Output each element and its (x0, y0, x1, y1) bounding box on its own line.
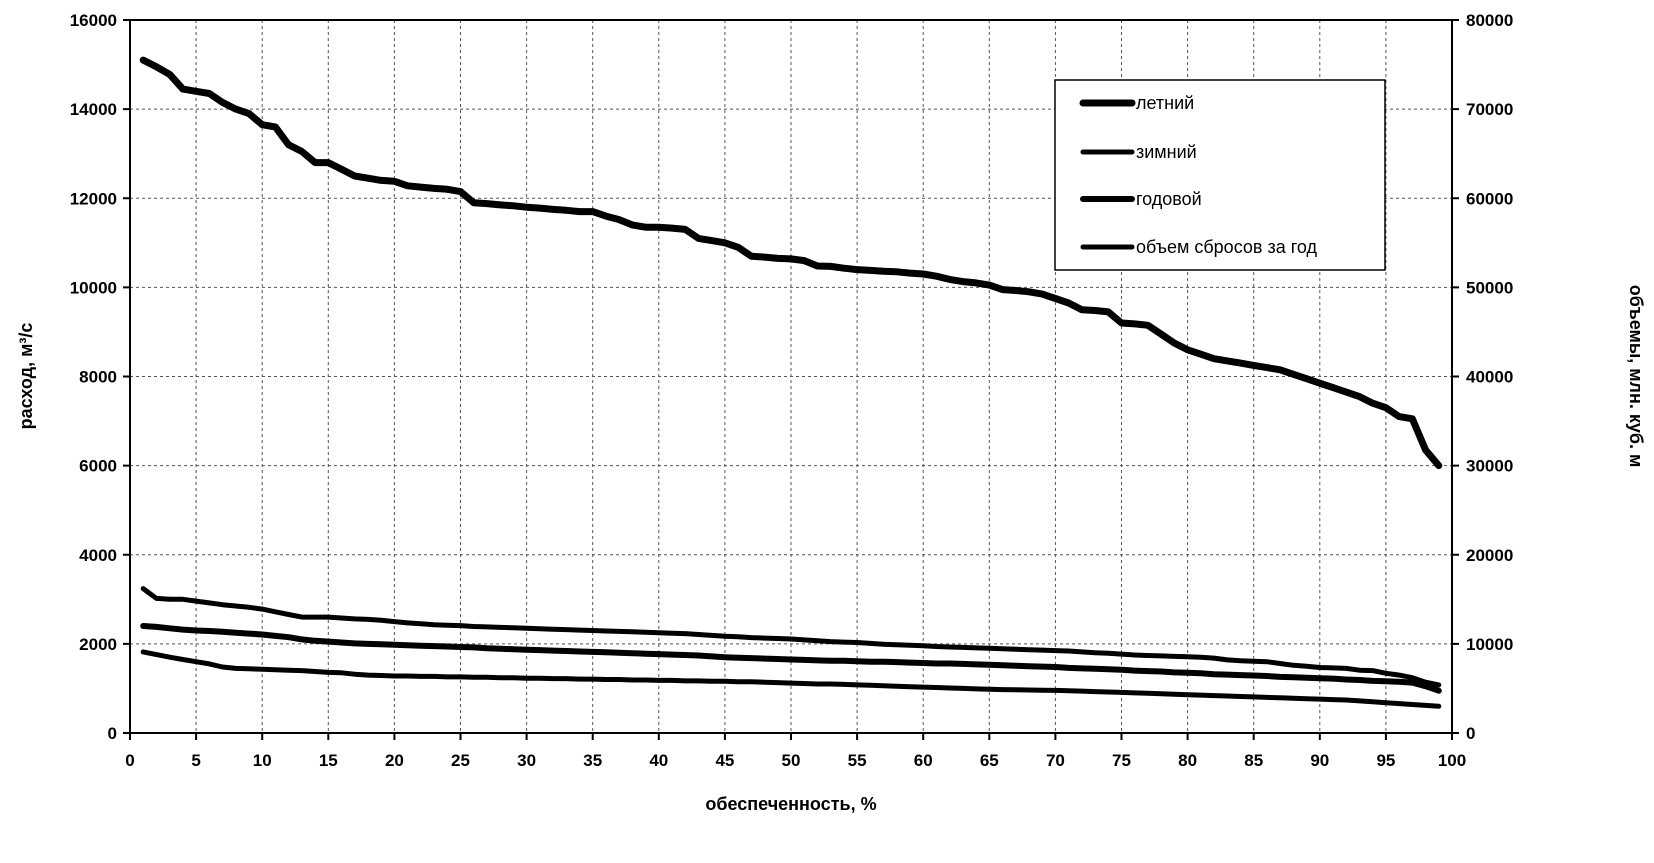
y2-tick-label: 0 (1466, 724, 1475, 743)
y-tick-label: 6000 (79, 457, 117, 476)
x-tick-label: 30 (517, 751, 536, 770)
x-tick-label: 55 (848, 751, 867, 770)
legend-box (1054, 79, 1386, 271)
y2-tick-label: 60000 (1466, 189, 1513, 208)
y-tick-label: 16000 (70, 11, 117, 30)
y-tick-label: 12000 (70, 189, 117, 208)
y-tick-label: 10000 (70, 278, 117, 297)
y2-tick-label: 10000 (1466, 635, 1513, 654)
y2-tick-label: 40000 (1466, 368, 1513, 387)
x-tick-label: 40 (649, 751, 668, 770)
x-tick-labels: 0 5 10 15 20 25 30 35 40 45 50 55 60 65 70 75 80 85 90 95 10… (125, 751, 1466, 770)
y2-tick-label: 80000 (1466, 11, 1513, 30)
x-tick-label: 5 (191, 751, 200, 770)
legend-label-4: объем сбросов за год (1136, 237, 1318, 257)
legend: летний зимний годовой объем сбросов за год (1054, 79, 1386, 271)
x-tick-label: 15 (319, 751, 338, 770)
legend-label-2: зимний (1136, 142, 1197, 162)
grid-layer (130, 20, 1452, 733)
x-tick-label: 20 (385, 751, 404, 770)
y2-tick-label: 50000 (1466, 278, 1513, 297)
x-tick-label: 60 (914, 751, 933, 770)
x-tick-label: 65 (980, 751, 999, 770)
y-tick-label: 8000 (79, 368, 117, 387)
x-tick-label: 90 (1310, 751, 1329, 770)
series-layer (139, 56, 1443, 709)
x-tick-label: 50 (782, 751, 801, 770)
x-tick-label: 80 (1178, 751, 1197, 770)
y-tick-label: 0 (108, 724, 117, 743)
x-axis-title: обеспеченность, % (705, 794, 876, 814)
x-tick-label: 75 (1112, 751, 1131, 770)
x-tick-label: 70 (1046, 751, 1065, 770)
x-tick-label: 100 (1438, 751, 1466, 770)
series-line-2 (140, 649, 1442, 709)
legend-label-1: летний (1136, 93, 1194, 113)
y2-tick-labels: 0 10000 20000 30000 40000 50000 60000 70000 8000… (1466, 11, 1513, 743)
y-tick-label: 14000 (70, 100, 117, 119)
x-tick-label: 35 (583, 751, 602, 770)
y-tick-labels: 0 2000 4000 6000 8000 10000 12000 14000 16000 (70, 11, 117, 743)
y2-tick-label: 70000 (1466, 100, 1513, 119)
x-tick-label: 85 (1244, 751, 1263, 770)
y-axis-title: расход, м³/с (16, 323, 36, 430)
series-line-4 (140, 586, 1442, 688)
x-tick-label: 95 (1376, 751, 1395, 770)
y2-tick-label: 30000 (1466, 457, 1513, 476)
series-line-3 (140, 623, 1442, 694)
x-tick-label: 10 (253, 751, 272, 770)
y-tick-label: 4000 (79, 546, 117, 565)
x-tick-label: 45 (715, 751, 734, 770)
axes-layer (123, 19, 1459, 740)
legend-label-3: годовой (1136, 189, 1202, 209)
y-tick-label: 2000 (79, 635, 117, 654)
series-line-1 (139, 56, 1443, 470)
y2-axis-title: объемы, млн. куб. м (1626, 285, 1646, 468)
x-tick-label: 0 (125, 751, 134, 770)
y2-tick-label: 20000 (1466, 546, 1513, 565)
x-tick-label: 25 (451, 751, 470, 770)
